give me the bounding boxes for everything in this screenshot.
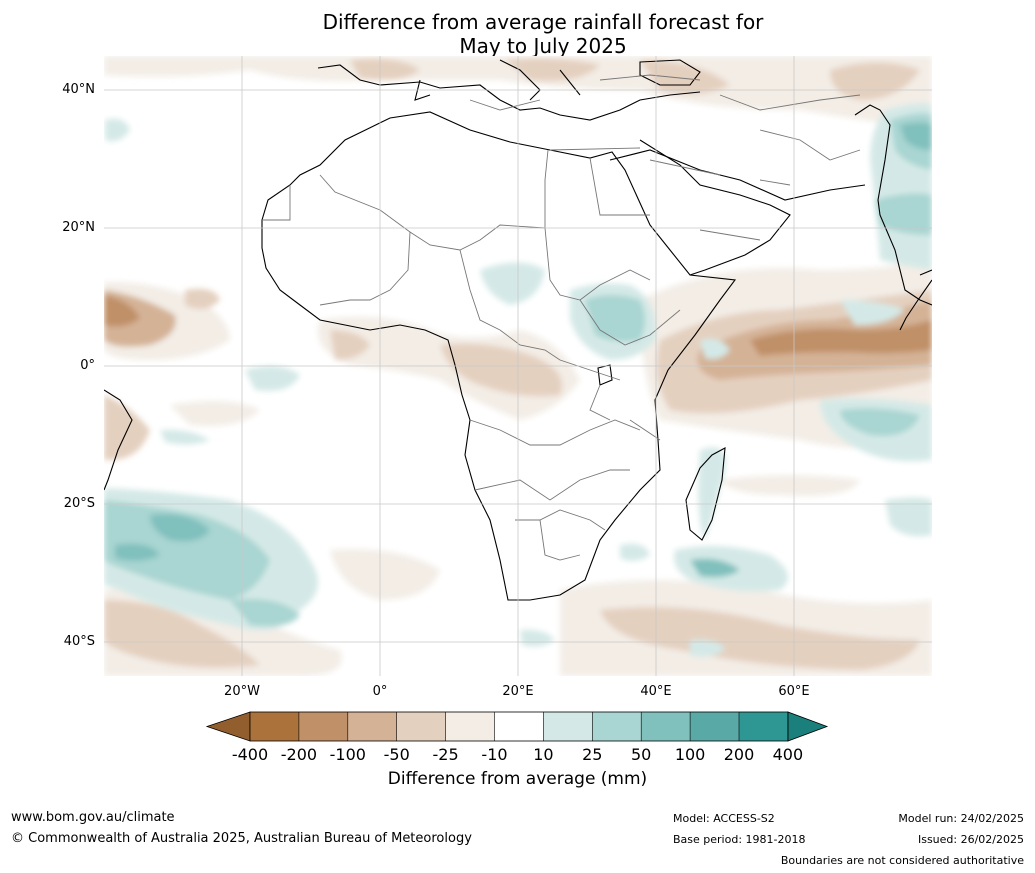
- footer-model-run: Model run: 24/02/2025: [898, 812, 1024, 825]
- lat-label-40n: 40°N: [62, 82, 95, 97]
- colorbar-tick-label: 200: [723, 745, 755, 764]
- colorbar: [205, 711, 829, 742]
- country-borders: [262, 74, 861, 561]
- lon-label-60e: 60°E: [778, 684, 810, 699]
- colorbar-swatch: [445, 712, 495, 741]
- colorbar-swatch: [641, 712, 691, 741]
- colorbar-swatch: [298, 712, 349, 741]
- anomaly-fill-layer: [104, 56, 932, 676]
- colorbar-extend-low: [205, 711, 251, 742]
- colorbar-tick-label: 10: [533, 745, 554, 764]
- map-title-line2: May to July 2025: [459, 34, 627, 58]
- colorbar-swatch: [494, 712, 544, 741]
- colorbar-title: Difference from average (mm): [387, 769, 648, 789]
- colorbar-swatch: [739, 712, 789, 741]
- colorbar-swatch: [396, 712, 447, 741]
- colorbar-swatch: [690, 712, 740, 741]
- footer-issued: Issued: 26/02/2025: [917, 833, 1024, 846]
- lon-label-0: 0°: [372, 684, 388, 699]
- footer-model: Model: ACCESS-S2: [673, 812, 775, 825]
- lat-label-0: 0°: [80, 358, 95, 373]
- footer-copyright: © Commonwealth of Australia 2025, Austra…: [11, 831, 472, 846]
- footer-base-period: Base period: 1981-2018: [673, 833, 806, 846]
- colorbar-tick-label: 400: [772, 745, 804, 764]
- coastlines: [104, 59, 932, 601]
- lat-label-40s: 40°S: [63, 634, 95, 649]
- colorbar-tick-label: -100: [329, 745, 366, 764]
- graticule: [104, 56, 932, 676]
- colorbar-border: [249, 711, 789, 742]
- footer-boundaries-note: Boundaries are not considered authoritat…: [780, 854, 1024, 867]
- colorbar-tick-label: 100: [674, 745, 706, 764]
- lon-label-40e: 40°E: [640, 684, 672, 699]
- colorbar-tick-label: 50: [631, 745, 652, 764]
- lat-label-20s: 20°S: [63, 496, 95, 511]
- colorbar-tick-label: -10: [481, 745, 508, 764]
- colorbar-swatch: [592, 712, 642, 741]
- colorbar-tick-label: -200: [280, 745, 318, 764]
- lat-label-20n: 20°N: [62, 220, 95, 235]
- colorbar-swatch: [250, 712, 300, 741]
- map-title: Difference from average rainfall forecas…: [0, 10, 1035, 58]
- lon-label-20e: 20°E: [502, 684, 534, 699]
- colorbar-tick-label: -50: [383, 745, 410, 764]
- colorbar-swatch: [347, 712, 398, 741]
- colorbar-swatch: [543, 712, 593, 741]
- footer-website-link[interactable]: www.bom.gov.au/climate: [11, 810, 175, 825]
- lon-label-20w: 20°W: [224, 684, 260, 699]
- colorbar-extend-high: [787, 711, 829, 742]
- colorbar-tick-label: 25: [582, 745, 603, 764]
- map-title-line1: Difference from average rainfall forecas…: [322, 10, 764, 34]
- colorbar-tick-label: -400: [231, 745, 269, 764]
- colorbar-tick-label: -25: [432, 745, 459, 764]
